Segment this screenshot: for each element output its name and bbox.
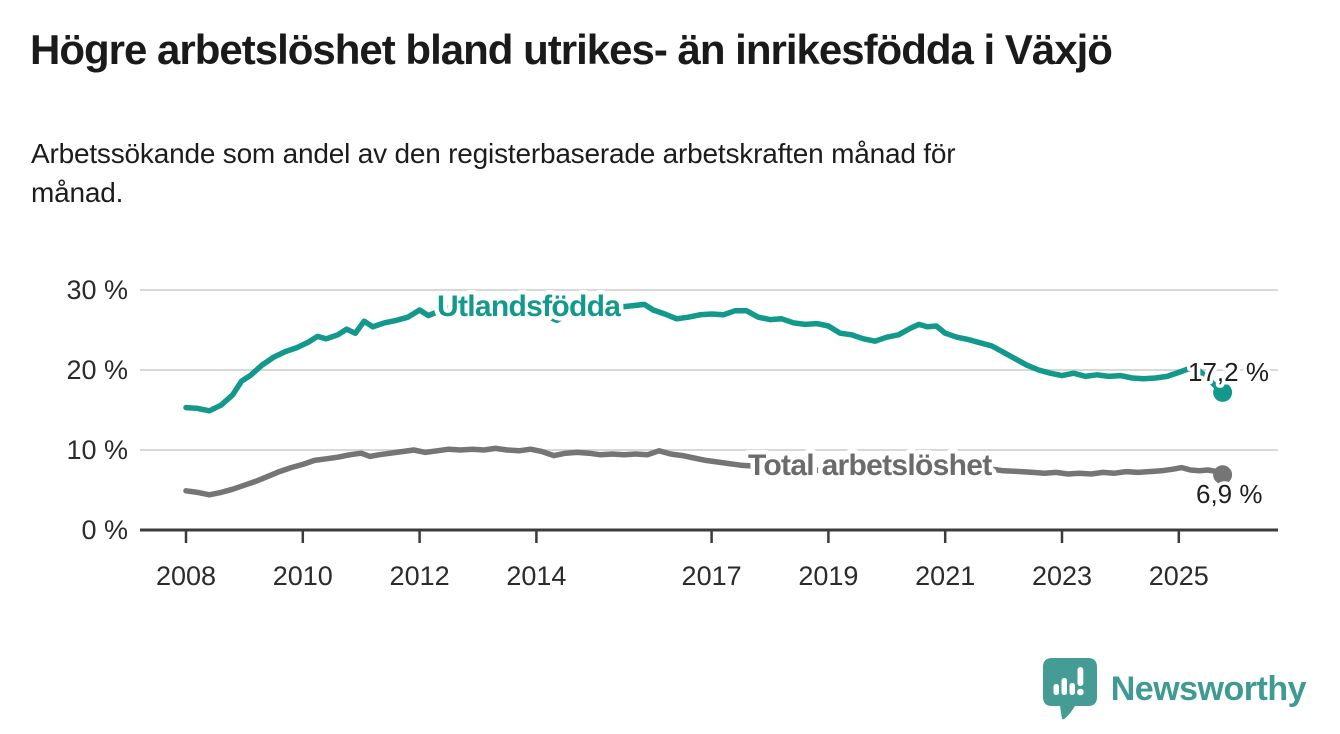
x-tick-label: 2023 bbox=[1032, 561, 1092, 591]
y-tick-label: 20 % bbox=[66, 355, 128, 385]
x-tick-label: 2008 bbox=[156, 561, 216, 591]
series-end-dot bbox=[1213, 465, 1233, 485]
chart-subtitle: Arbetssökande som andel av den registerb… bbox=[31, 138, 956, 209]
x-tick-label: 2019 bbox=[798, 561, 858, 591]
y-tick-label: 10 % bbox=[66, 435, 128, 465]
newsworthy-icon bbox=[1042, 658, 1097, 720]
x-tick-label: 2025 bbox=[1149, 561, 1209, 591]
chart-title: Högre arbetslöshet bland utrikes- än inr… bbox=[30, 26, 1113, 73]
y-tick-label: 0 % bbox=[81, 515, 128, 545]
newsworthy-logo: Newsworthy bbox=[1042, 657, 1307, 721]
x-tick-label: 2021 bbox=[915, 561, 975, 591]
series-label: Total arbetslöshet bbox=[748, 449, 992, 482]
y-tick-label: 30 % bbox=[66, 275, 128, 305]
x-tick-label: 2014 bbox=[506, 561, 566, 591]
series-line-total-arbetsl-shet bbox=[183, 445, 1226, 498]
x-tick-label: 2010 bbox=[273, 561, 333, 591]
newsworthy-wordmark: Newsworthy bbox=[1110, 669, 1307, 708]
x-tick-label: 2017 bbox=[682, 561, 742, 591]
series-end-value: 17,2 % bbox=[1188, 357, 1269, 387]
series-end-value: 6,9 % bbox=[1196, 479, 1263, 509]
series-end-dot bbox=[1213, 382, 1233, 402]
series-line-utlandsf-dda bbox=[183, 301, 1226, 414]
x-tick-label: 2012 bbox=[390, 561, 450, 591]
series-label: Utlandsfödda bbox=[437, 290, 621, 323]
